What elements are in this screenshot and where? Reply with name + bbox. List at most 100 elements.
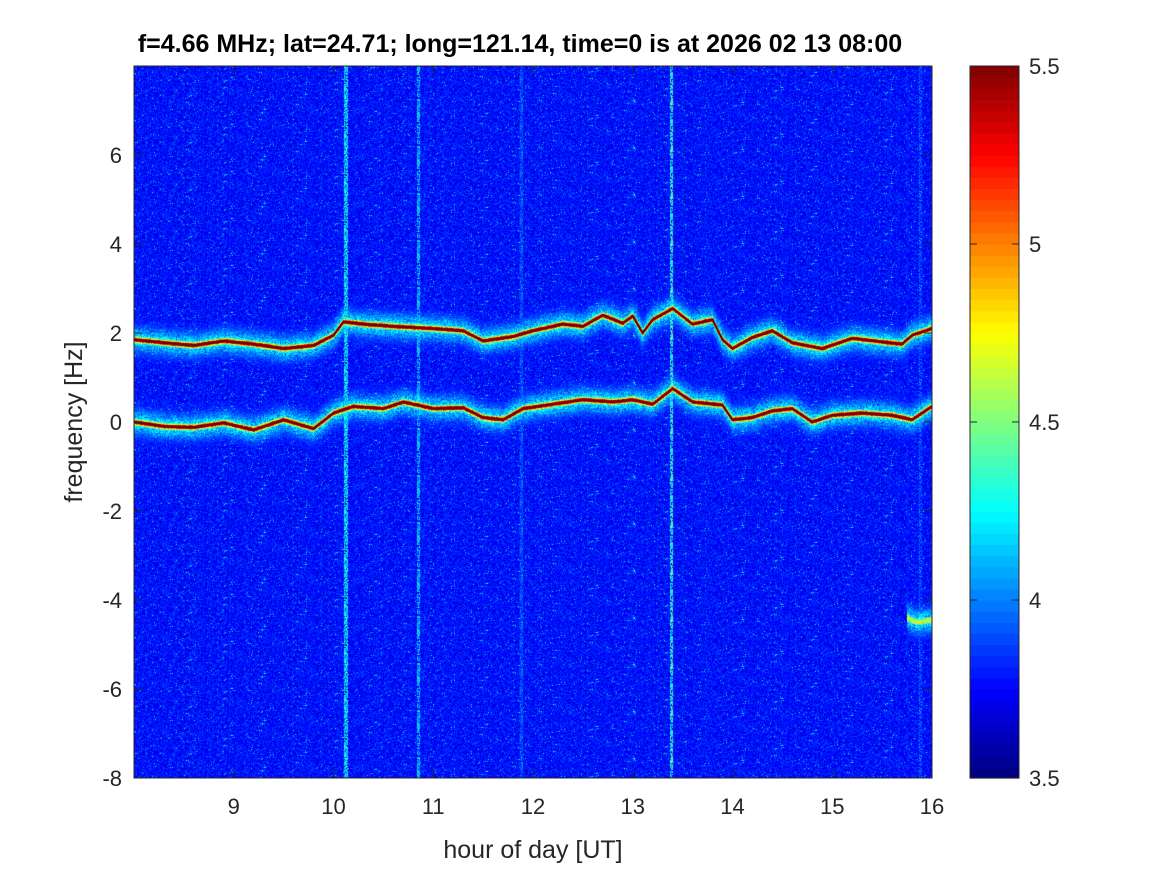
x-tick-label: 9 xyxy=(228,794,240,819)
colorbar-band xyxy=(970,132,1019,145)
y-tick-label: 6 xyxy=(110,143,122,168)
colorbar-band xyxy=(970,377,1019,390)
colorbar-band xyxy=(970,232,1019,245)
colorbar-band xyxy=(970,388,1019,401)
y-tick-label: 4 xyxy=(110,232,122,257)
colorbar-band xyxy=(970,121,1019,134)
colorbar-tick-label: 4 xyxy=(1029,588,1041,613)
colorbar-tick-label: 3.5 xyxy=(1029,766,1060,791)
x-axis-label: hour of day [UT] xyxy=(443,836,622,864)
colorbar-band xyxy=(970,199,1019,212)
colorbar-band xyxy=(970,577,1019,590)
y-tick-label: 2 xyxy=(110,321,122,346)
colorbar-band xyxy=(970,755,1019,768)
colorbar-band xyxy=(970,477,1019,490)
colorbar-band xyxy=(970,544,1019,557)
colorbar-band xyxy=(970,99,1019,112)
trace-2 xyxy=(134,387,932,432)
colorbar-band xyxy=(970,444,1019,456)
colorbar-band xyxy=(970,622,1019,634)
x-tick-label: 11 xyxy=(422,794,445,819)
colorbar-band xyxy=(970,310,1019,323)
colorbar-band xyxy=(970,88,1019,100)
colorbar-band xyxy=(970,522,1019,534)
colorbar-band xyxy=(970,355,1019,367)
trace-layer xyxy=(134,307,932,624)
colorbar-band xyxy=(970,733,1019,746)
colorbar-band xyxy=(970,700,1019,712)
colorbar-band xyxy=(970,499,1019,512)
x-tick-label: 13 xyxy=(621,794,645,819)
colorbar-band xyxy=(970,66,1019,78)
x-axis: 9 10 11 12 13 14 15 16 xyxy=(228,66,944,819)
colorbar-band xyxy=(970,677,1019,690)
colorbar-band xyxy=(970,566,1019,579)
colorbar-band xyxy=(970,600,1019,612)
colorbar: 3.5 4 4.5 5 5.5 xyxy=(969,54,1060,791)
spectrogram-heatmap xyxy=(134,66,932,778)
colorbar-band xyxy=(970,633,1019,646)
colorbar-band xyxy=(970,110,1019,123)
colorbar-band xyxy=(970,333,1019,345)
colorbar-band xyxy=(970,344,1019,356)
colorbar-band xyxy=(970,689,1019,701)
colorbar-band xyxy=(970,221,1019,234)
chart-title: f=4.66 MHz; lat=24.71; long=121.14, time… xyxy=(138,30,902,58)
colorbar-band xyxy=(970,166,1019,178)
colorbar-band xyxy=(970,288,1019,301)
colorbar-band xyxy=(970,555,1019,568)
y-tick-label: -4 xyxy=(102,588,122,613)
colorbar-band xyxy=(970,410,1019,423)
colorbar-band xyxy=(970,155,1019,167)
colorbar-band xyxy=(970,655,1019,668)
colorbar-gradient xyxy=(970,66,1019,779)
colorbar-band xyxy=(970,399,1019,412)
colorbar-band xyxy=(970,188,1019,201)
colorbar-tick-label: 5.5 xyxy=(1029,54,1060,79)
colorbar-band xyxy=(970,299,1019,312)
colorbar-ticks: 3.5 4 4.5 5 5.5 xyxy=(970,54,1060,791)
colorbar-band xyxy=(970,766,1019,779)
colorbar-tick-label: 4.5 xyxy=(1029,410,1060,435)
colorbar-band xyxy=(970,266,1019,278)
colorbar-band xyxy=(970,533,1019,545)
colorbar-band xyxy=(970,210,1019,223)
x-tick-label: 10 xyxy=(321,794,345,819)
colorbar-band xyxy=(970,143,1019,156)
colorbar-band xyxy=(970,488,1019,501)
x-tick-label: 14 xyxy=(720,794,744,819)
colorbar-band xyxy=(970,177,1019,189)
y-tick-label: -8 xyxy=(102,766,122,791)
x-tick-label: 12 xyxy=(521,794,545,819)
colorbar-band xyxy=(970,321,1019,334)
y-tick-label: 0 xyxy=(110,410,122,435)
colorbar-band xyxy=(970,644,1019,657)
y-tick-label: -2 xyxy=(102,499,122,524)
y-tick-label: -6 xyxy=(102,677,122,702)
colorbar-tick-label: 5 xyxy=(1029,232,1041,257)
colorbar-band xyxy=(970,277,1019,290)
x-tick-label: 16 xyxy=(920,794,944,819)
plot-area xyxy=(133,65,933,779)
colorbar-band xyxy=(970,666,1019,679)
trace-1 xyxy=(134,307,932,350)
colorbar-band xyxy=(970,711,1019,723)
colorbar-band xyxy=(970,611,1019,623)
colorbar-band xyxy=(970,77,1019,89)
colorbar-band xyxy=(970,722,1019,735)
colorbar-band xyxy=(970,511,1019,523)
y-axis-label: frequency [Hz] xyxy=(60,341,88,502)
colorbar-band xyxy=(970,366,1019,379)
colorbar-band xyxy=(970,466,1019,479)
colorbar-band xyxy=(970,244,1019,256)
colorbar-band xyxy=(970,744,1019,757)
colorbar-band xyxy=(970,455,1019,468)
colorbar-band xyxy=(970,433,1019,445)
trace-3 xyxy=(906,616,932,624)
colorbar-band xyxy=(970,255,1019,267)
colorbar-band xyxy=(970,588,1019,601)
y-axis: -8 -6 -4 -2 0 2 4 6 xyxy=(102,143,932,791)
x-tick-label: 15 xyxy=(820,794,844,819)
colorbar-band xyxy=(970,422,1019,434)
